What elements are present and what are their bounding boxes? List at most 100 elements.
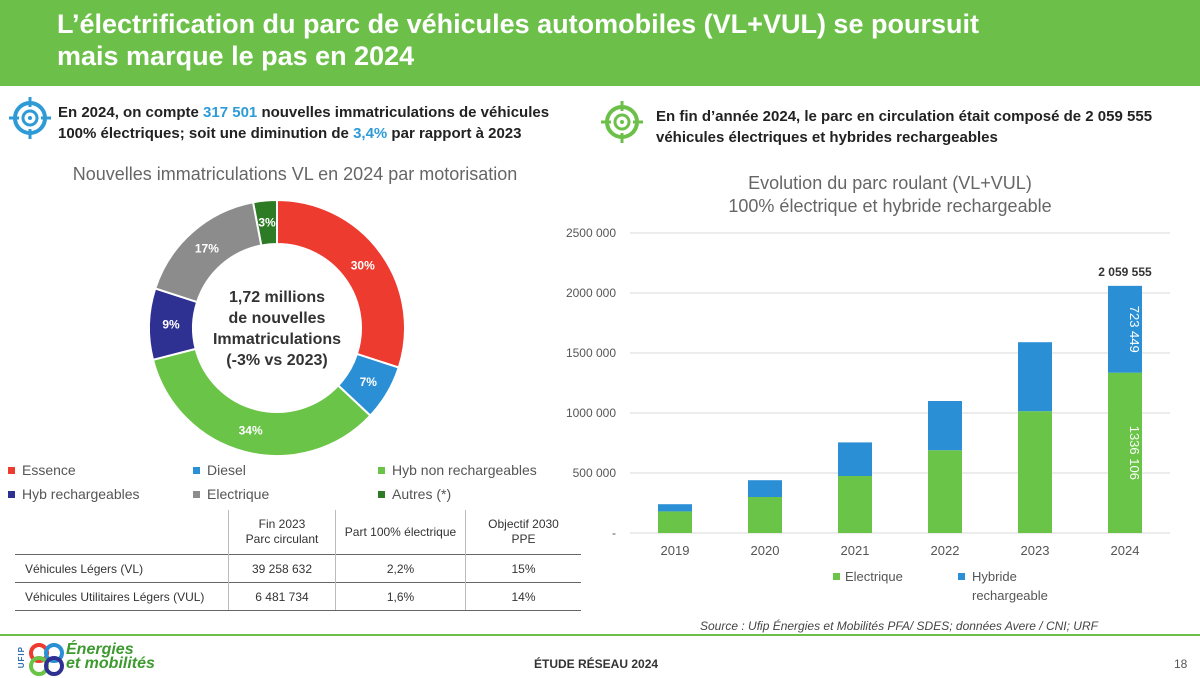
ppe-table: Fin 2023 Parc circulant Part 100% électri… [15, 510, 581, 611]
table-header-empty [15, 510, 229, 555]
footer-divider [0, 634, 1200, 636]
target-icon-blue [9, 97, 51, 139]
bar-total-label: 2 059 555 [1098, 265, 1152, 279]
legend-label: Essence [22, 462, 76, 478]
logo-line2: et mobilités [66, 655, 155, 672]
donut-slice-essence [276, 198, 406, 369]
table-header-row: Fin 2023 Parc circulant Part 100% électri… [15, 510, 581, 555]
legend-label: Electrique [845, 569, 903, 584]
study-label: ÉTUDE RÉSEAU 2024 [534, 657, 659, 671]
x-tick-label: 2022 [931, 543, 960, 558]
x-tick-label: 2020 [751, 543, 780, 558]
bar-segment-electrique [1018, 411, 1052, 533]
donut-data-label: 7% [360, 375, 378, 389]
title-banner: L’électrification du parc de véhicules a… [0, 0, 1200, 86]
legend-swatch-electrique [833, 573, 840, 580]
table-header-text: Parc circulant [245, 532, 319, 546]
legend-swatch-hybride [958, 573, 965, 580]
target-icon-green [601, 101, 643, 143]
y-tick-label: 2500 000 [566, 226, 616, 240]
legend-label: Hyb non rechargeables [392, 462, 537, 478]
source-note: Source : Ufip Énergies et Mobilités PFA/… [700, 619, 1098, 633]
donut-data-label: 3% [258, 215, 276, 229]
legend-item-diesel: Diesel [193, 462, 246, 478]
bar-segment-hybride [838, 442, 872, 476]
donut-data-label: 30% [351, 259, 375, 273]
donut-slice-hyb-non-rechargeables [151, 347, 372, 457]
legend-swatch [378, 467, 385, 474]
table-cell-part: 2,2% [335, 554, 466, 583]
left-intro-text: En 2024, on compte [58, 104, 204, 121]
table-header-part: Part 100% électrique [335, 510, 466, 555]
donut-title: Nouvelles immatriculations VL en 2024 pa… [72, 164, 518, 184]
left-intro-count: 317 501 [203, 104, 258, 121]
source-text: : Ufip Énergies et Mobilités PFA/ SDES; … [738, 619, 1098, 633]
table-row: Véhicules Utilitaires Légers (VUL) 6 481… [15, 582, 581, 611]
bar-data-label: 723 449 [1127, 306, 1142, 353]
legend-label: Hybride [972, 569, 1017, 584]
left-intro-text: par rapport à 2023 [387, 125, 522, 142]
page-title: L’électrification du parc de véhicules a… [57, 8, 1057, 72]
page-title-line1: L’électrification du parc de véhicules a… [57, 9, 979, 39]
ufip-logo-text: UFIP [17, 646, 26, 669]
legend-swatch [8, 491, 15, 498]
legend-swatch [378, 491, 385, 498]
legend-label: Hyb rechargeables [22, 486, 140, 502]
table-cell-label: Véhicules Légers (VL) [15, 554, 229, 583]
table-cell-objectif: 15% [465, 554, 581, 583]
right-intro-line1: En fin d’année 2024, le parc en circulat… [656, 108, 1153, 125]
y-tick-label: 500 000 [573, 466, 617, 480]
table-header-text: Fin 2023 [258, 517, 306, 531]
bar-segment-electrique [748, 497, 782, 533]
donut-center-line: de nouvelles [228, 310, 326, 327]
table-header-parc: Fin 2023 Parc circulant [228, 510, 336, 555]
y-tick-label: 1500 000 [566, 346, 616, 360]
bar-segment-hybride [748, 480, 782, 497]
table-row: Véhicules Légers (VL) 39 258 632 2,2% 15… [15, 554, 581, 583]
table-header-text: Objectif 2030 [488, 517, 559, 531]
x-tick-label: 2019 [661, 543, 690, 558]
table-cell-objectif: 14% [465, 582, 581, 611]
donut-center-text: 1,72 millions de nouvelles Immatriculati… [207, 287, 347, 371]
left-intro-pct: 3,4% [353, 125, 388, 142]
bar-segment-electrique [838, 476, 872, 533]
donut-center-line: Immatriculations [212, 331, 342, 348]
ufip-logo-icon [29, 643, 64, 676]
legend-item-hyb-rech: Hyb rechargeables [8, 486, 140, 502]
bar-data-label: 1336 106 [1127, 426, 1142, 480]
legend-label: Electrique [207, 486, 270, 502]
table-cell-part: 1,6% [335, 582, 466, 611]
bar-segment-electrique [928, 450, 962, 533]
bar-chart-title-line: Evolution du parc roulant (VL+VUL) [748, 173, 1032, 193]
table-cell-parc: 39 258 632 [228, 554, 336, 583]
bar-chart: - 500 000 1000 000 1500 000 2000 000 2500 000… [566, 226, 1170, 603]
legend-item-autres: Autres (*) [378, 486, 451, 502]
left-intro-text: 100% électriques; soit une diminution de [58, 125, 354, 142]
right-intro-line2: véhicules électriques et hybrides rechar… [656, 129, 998, 146]
bar-segment-electrique [658, 511, 692, 533]
legend-item-electrique: Electrique [193, 486, 269, 502]
logo-wordmark: Énergies et mobilités [66, 641, 155, 672]
bar-chart-title: Evolution du parc roulant (VL+VUL) 100% … [650, 172, 1130, 218]
table-header-objectif: Objectif 2030 PPE [465, 510, 581, 555]
table-cell-parc: 6 481 734 [228, 582, 336, 611]
donut-slice-electrique [154, 201, 263, 304]
x-tick-label: 2021 [841, 543, 870, 558]
page-title-line2: mais marque le pas en 2024 [57, 41, 415, 71]
donut-center-line: 1,72 millions [228, 289, 326, 306]
donut-data-label: 34% [239, 424, 263, 438]
bar-segment-hybride [1108, 285, 1142, 373]
donut-center-line: (-3% vs 2023) [226, 352, 328, 369]
bar-chart-subtitle: 100% électrique et hybride rechargeable [728, 196, 1052, 216]
table-header-text: PPE [511, 532, 536, 546]
source-label: Source [700, 619, 739, 633]
bar-segment-electrique [1108, 372, 1142, 533]
y-tick-label: - [612, 526, 616, 540]
bar-segment-hybride [1018, 342, 1052, 412]
donut-data-label: 17% [195, 241, 219, 255]
bar-segment-hybride [928, 401, 962, 451]
logo-line1: Énergies [66, 641, 134, 658]
donut-data-label: 9% [162, 318, 180, 332]
donut-chart: 3% 30% 7% 34% 9% 17% [148, 198, 406, 457]
y-tick-label: 1000 000 [566, 406, 616, 420]
